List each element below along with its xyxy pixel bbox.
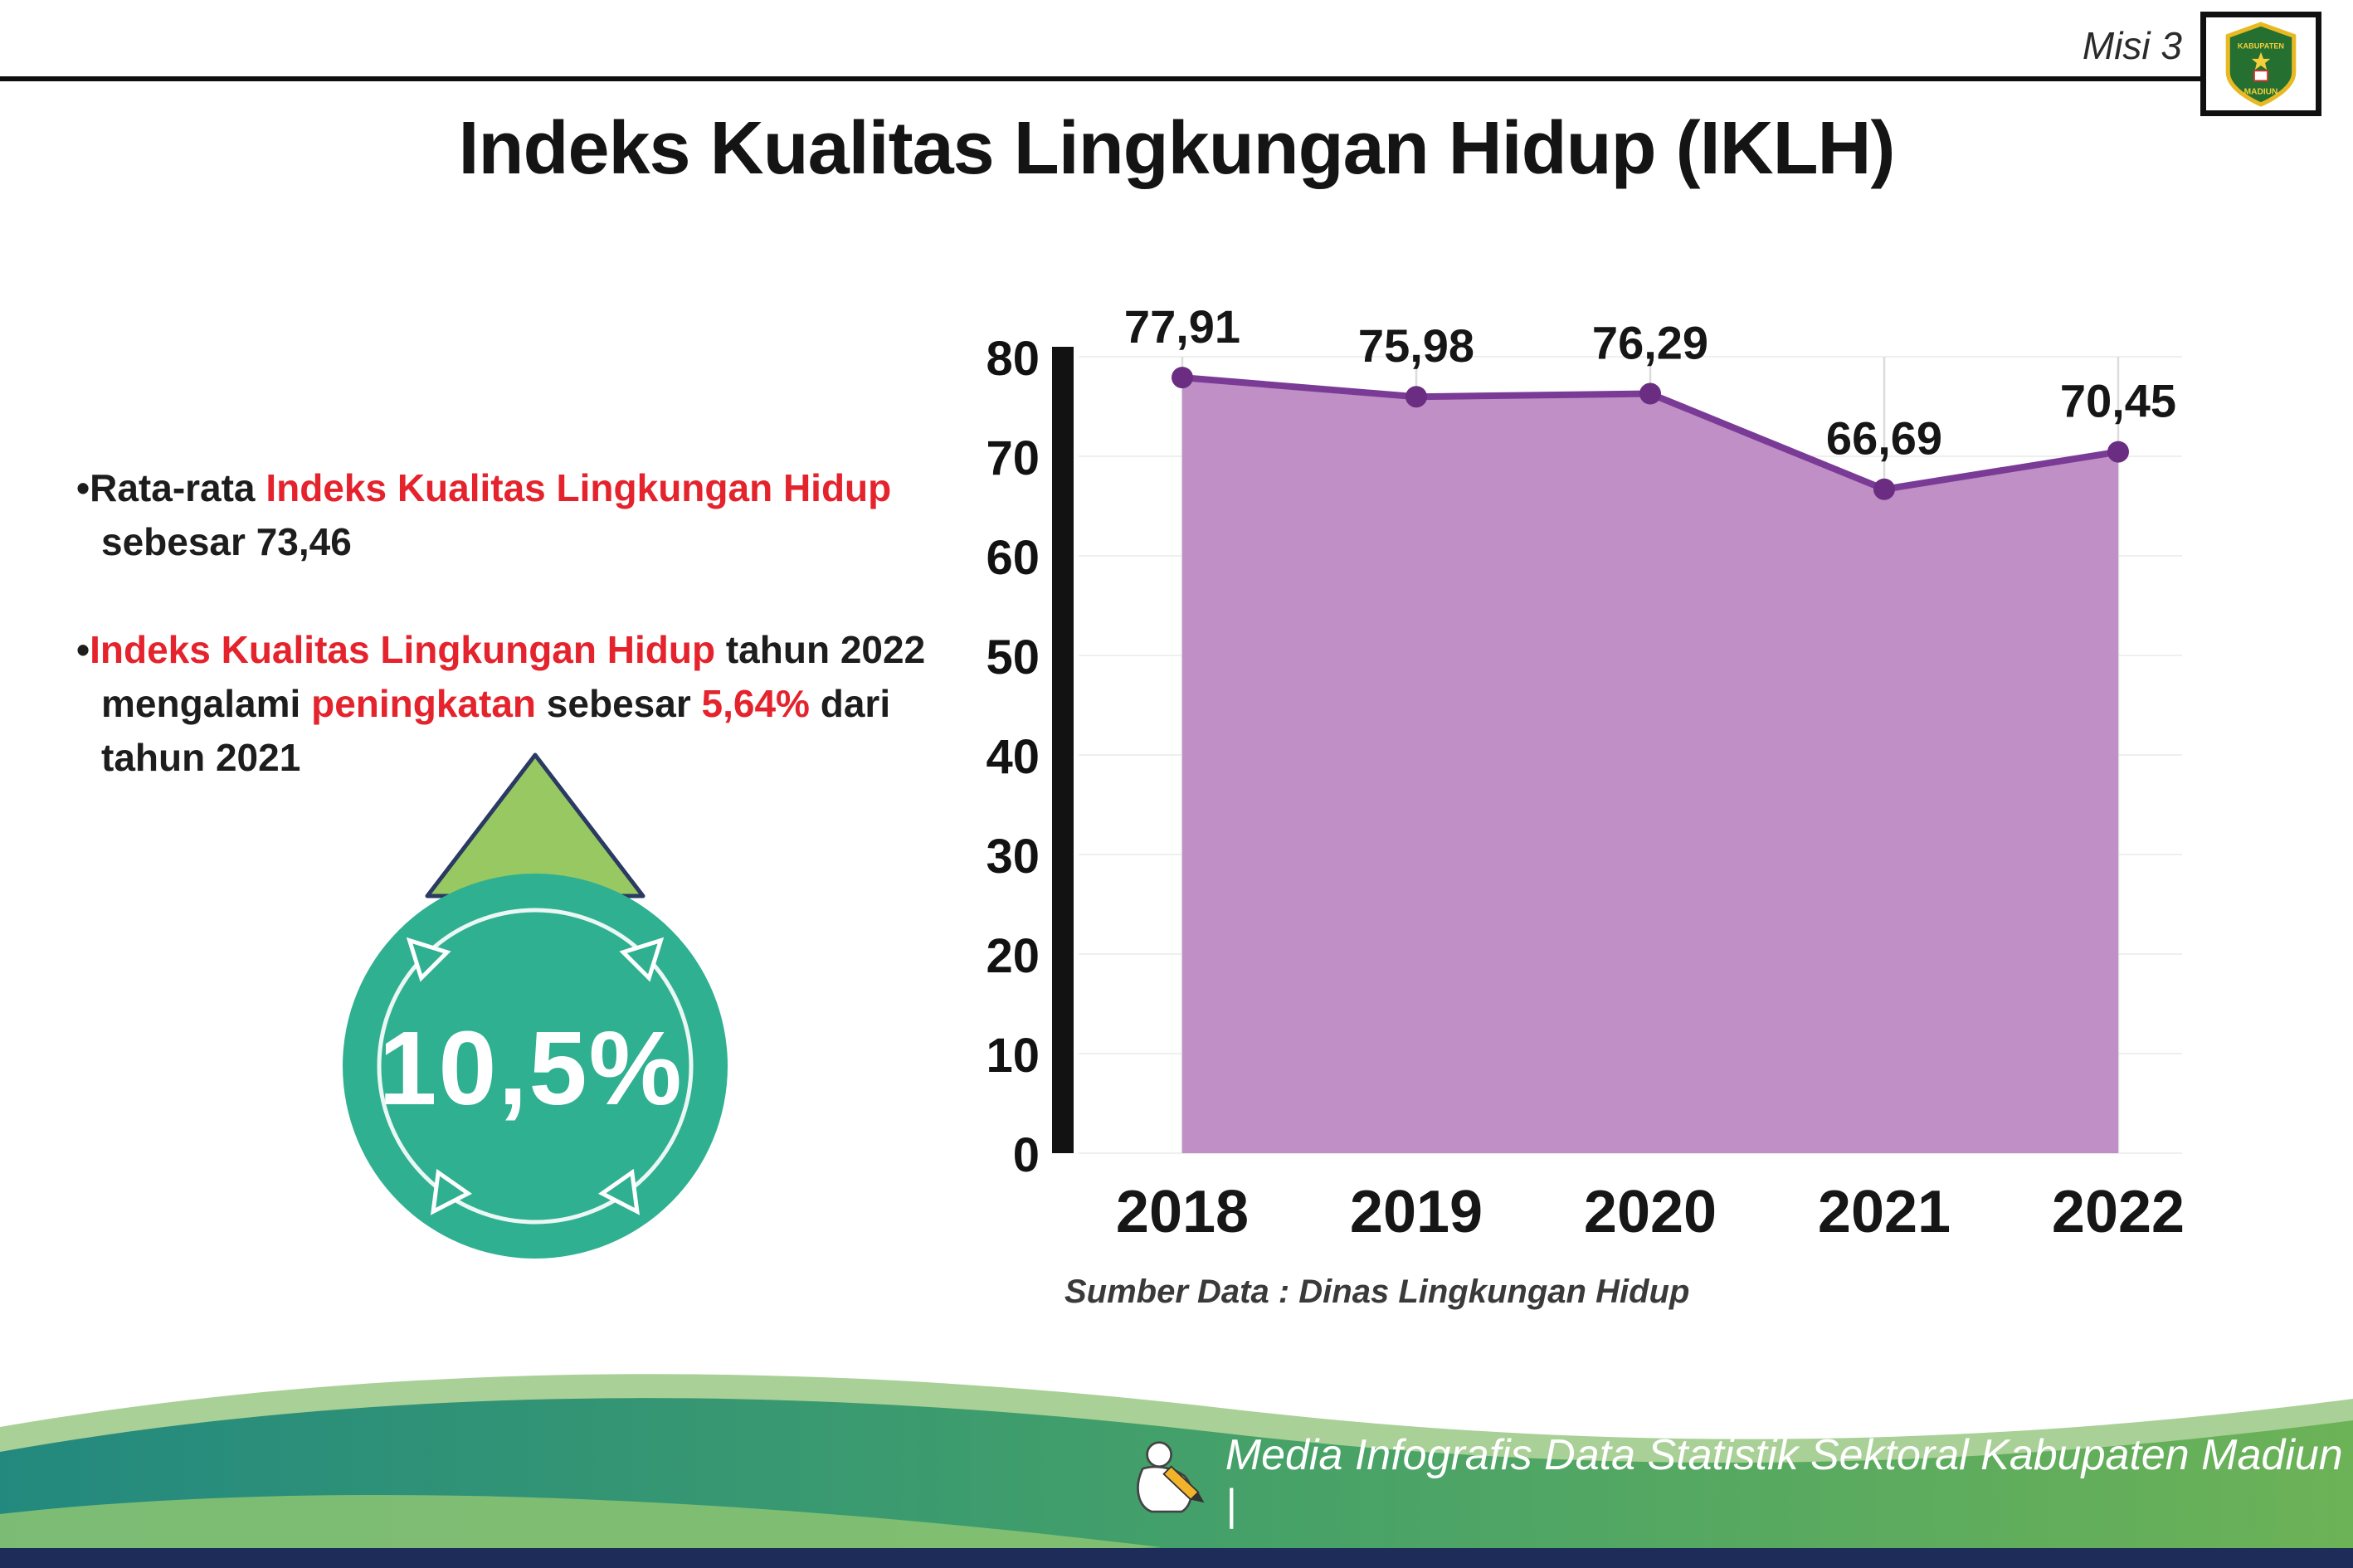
increase-badge-graphic [343, 752, 728, 1259]
bullet2-highlight3: 5,64% [701, 681, 810, 725]
y-tick-label: 10 [986, 1029, 1040, 1083]
bullet-marker: • [76, 466, 90, 509]
y-tick-label: 20 [986, 929, 1040, 983]
data-point [2107, 441, 2129, 463]
footer-bar: Media Infografis Data Statistik Sektoral… [1120, 1430, 2353, 1530]
logo-bottom-text: MADIUN [2244, 88, 2278, 97]
bullet-list: •Rata-rata Indeks Kualitas Lingkungan Hi… [76, 461, 989, 839]
bullet2-highlight2: peningkatan [311, 681, 537, 725]
bullet-item-average: •Rata-rata Indeks Kualitas Lingkungan Hi… [76, 461, 989, 570]
y-tick-label: 60 [986, 531, 1040, 585]
value-label: 76,29 [1592, 317, 1708, 369]
header-divider [0, 76, 2200, 81]
logo-top-text: KABUPATEN [2238, 42, 2284, 51]
badge-circle [343, 874, 728, 1259]
y-tick-label: 40 [986, 730, 1040, 784]
value-label: 66,69 [1826, 412, 1942, 465]
badge-percentage: 10,5% [378, 1010, 684, 1127]
y-axis-bar [1052, 347, 1074, 1153]
data-point [1405, 386, 1427, 408]
mascot-icon [1137, 1441, 1205, 1513]
x-tick-label: 2019 [1350, 1179, 1483, 1245]
value-label: 75,98 [1358, 319, 1474, 372]
iklh-area-chart: 0 10 20 30 40 50 60 70 80 77,91 75,98 76,29 66,69 70,… [986, 300, 2185, 1245]
area-fill [1182, 377, 2118, 1153]
bullet2-text3: dari tahun 2021 [101, 681, 891, 780]
y-tick-label: 80 [986, 332, 1040, 386]
bullet1-value: sebesar 73,46 [101, 520, 352, 564]
y-tick-label: 50 [986, 631, 1040, 684]
bullet2-highlight1: Indeks Kualitas Lingkungan Hidup [90, 627, 716, 671]
data-point [1873, 478, 1895, 500]
page-title: Indeks Kualitas Lingkungan Hidup (IKLH) [458, 107, 1895, 190]
bullet1-highlight: Indeks Kualitas Lingkungan Hidup [266, 466, 892, 509]
x-tick-label: 2022 [2052, 1179, 2185, 1245]
y-tick-label: 70 [986, 431, 1040, 485]
value-label: 77,91 [1124, 300, 1240, 353]
bullet-marker: • [76, 627, 90, 671]
y-tick-label: 30 [986, 830, 1040, 884]
x-tick-label: 2021 [1818, 1179, 1951, 1245]
increase-badge: 10,5% [295, 734, 767, 1273]
iklh-chart-panel: 0 10 20 30 40 50 60 70 80 77,91 75,98 76,29 66,69 70,… [967, 274, 2211, 1311]
bullet-item-increase: •Indeks Kualitas Lingkungan Hidup tahun … [76, 623, 989, 786]
footer-caption: Media Infografis Data Statistik Sektoral… [1225, 1431, 2343, 1529]
chart-source: Sumber Data : Dinas Lingkungan Hidup [1064, 1273, 1690, 1310]
x-tick-label: 2020 [1584, 1179, 1717, 1245]
value-label: 70,45 [2060, 375, 2176, 427]
data-point [1172, 367, 1193, 389]
data-point [1639, 382, 1661, 405]
bullet1-text: Rata-rata [90, 466, 266, 509]
logo-box: KABUPATEN MADIUN [2200, 12, 2321, 116]
kabupaten-madiun-logo-icon: KABUPATEN MADIUN [2225, 22, 2297, 107]
bullet2-text2: sebesar [536, 681, 702, 725]
x-tick-label: 2018 [1116, 1179, 1249, 1245]
y-tick-label: 0 [1013, 1128, 1040, 1182]
misi-label: Misi 3 [2082, 24, 2182, 67]
bullet2-text1: tahun 2022 mengalami [101, 627, 926, 725]
